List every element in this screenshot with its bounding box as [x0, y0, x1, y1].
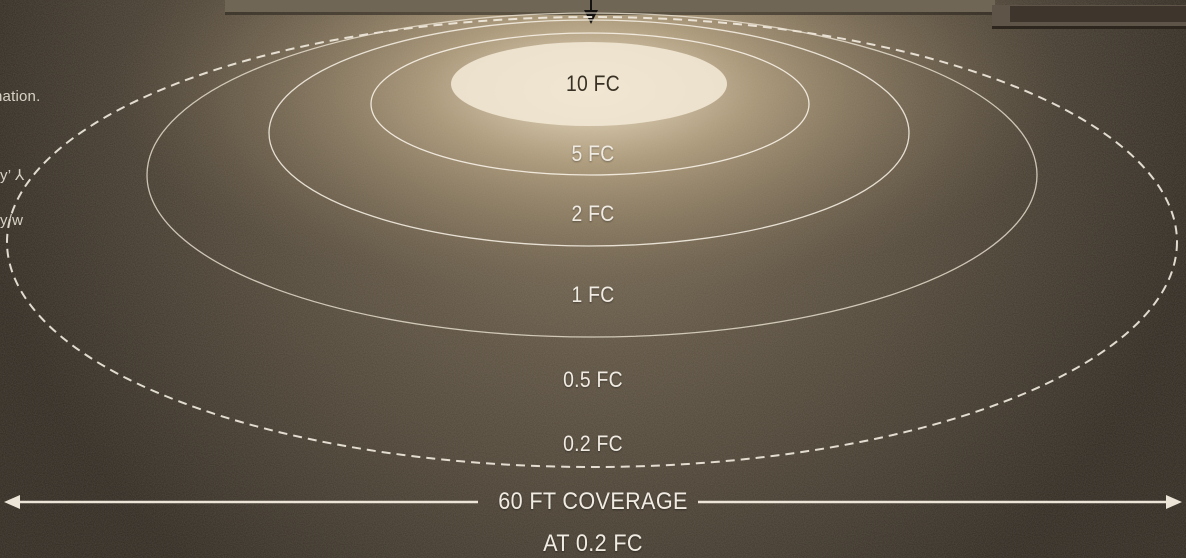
ring-0-2-fc	[6, 16, 1178, 468]
door-step-dark	[1010, 6, 1186, 22]
side-note-1: nation.	[0, 88, 41, 105]
zone-label-1-fc: 1 FC	[571, 282, 615, 307]
coverage-caption-line-2: AT 0.2 FC	[543, 530, 643, 557]
ring-5-fc	[370, 32, 810, 176]
coverage-caption-line-1: 60 FT COVERAGE	[498, 488, 688, 515]
coverage-arrow-right-head	[1166, 495, 1182, 509]
zone-label-5-fc: 5 FC	[571, 141, 615, 166]
core-10-fc	[451, 42, 727, 126]
zone-label-10-fc: 10 FC	[565, 71, 621, 96]
door-step-edge	[992, 26, 1186, 29]
side-note-3: y/w	[0, 212, 24, 229]
side-note-2: y’ ⅄	[0, 167, 25, 184]
coverage-arrow-left-head	[4, 495, 20, 509]
wall-base	[225, 0, 995, 12]
zone-label-0-2-fc: 0.2 FC	[563, 431, 623, 456]
ring-1-fc	[146, 12, 1038, 338]
ring-2-fc	[268, 19, 910, 247]
zone-label-0-5-fc: 0.5 FC	[563, 367, 623, 392]
zone-label-2-fc: 2 FC	[571, 201, 615, 226]
